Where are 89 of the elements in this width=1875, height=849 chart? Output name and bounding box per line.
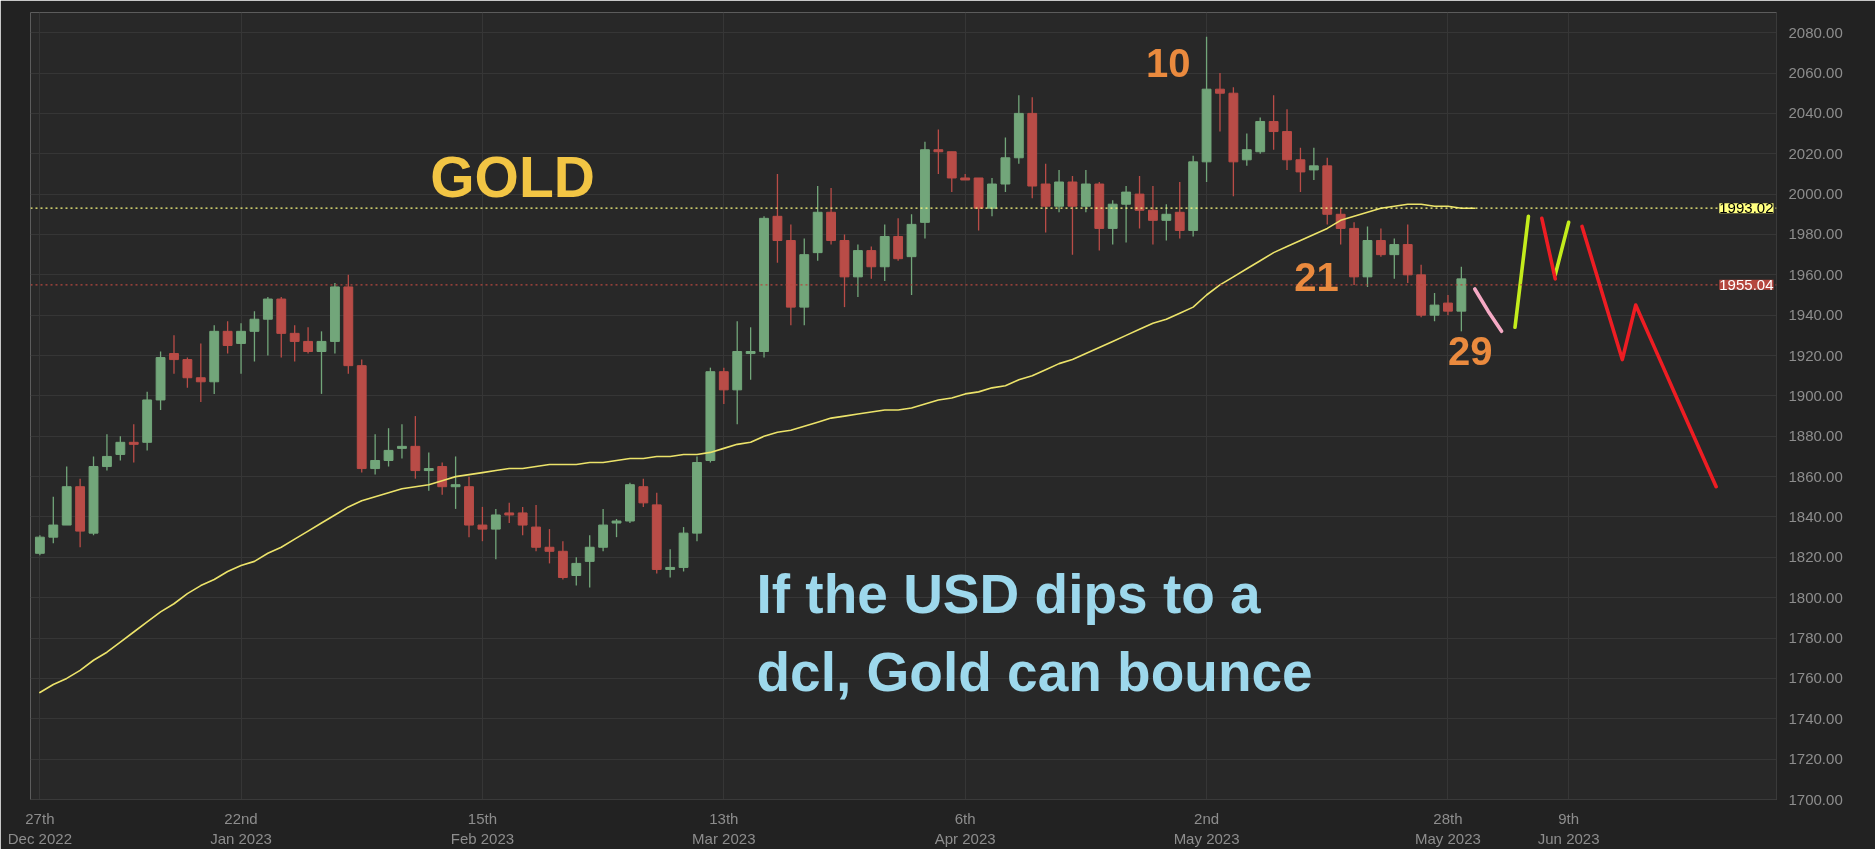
annotation: 29 bbox=[1448, 328, 1493, 373]
candlestick bbox=[102, 433, 112, 472]
y-tick-label: 1820.00 bbox=[1788, 548, 1843, 566]
candlestick bbox=[477, 506, 488, 542]
candlestick bbox=[128, 423, 139, 464]
candlestick bbox=[1268, 94, 1279, 151]
candlestick bbox=[236, 322, 246, 375]
ref-line-label: 1955.04 bbox=[1719, 275, 1774, 293]
candlestick bbox=[1174, 181, 1185, 240]
y-tick-label: 1740.00 bbox=[1788, 709, 1843, 727]
y-tick-label: 1800.00 bbox=[1788, 588, 1843, 606]
candlestick bbox=[1443, 294, 1453, 316]
candlestick bbox=[598, 508, 609, 552]
y-tick-label: 2020.00 bbox=[1788, 144, 1843, 162]
candlestick bbox=[370, 433, 381, 476]
candlestick bbox=[48, 496, 59, 544]
candlestick bbox=[1148, 185, 1158, 246]
x-tick-label: 6th Apr 2023 bbox=[934, 809, 996, 847]
candlestick bbox=[490, 508, 501, 561]
candlestick bbox=[1121, 185, 1132, 244]
candlestick bbox=[1241, 132, 1252, 167]
candlestick bbox=[1161, 203, 1172, 242]
candlestick bbox=[450, 455, 461, 510]
y-tick-label: 1920.00 bbox=[1788, 346, 1843, 364]
candlestick bbox=[34, 534, 45, 556]
candlestick bbox=[383, 427, 394, 468]
candlestick bbox=[1134, 175, 1145, 230]
candlestick bbox=[1215, 72, 1225, 133]
candlestick bbox=[933, 128, 944, 175]
candlestick bbox=[1295, 147, 1306, 193]
ref-line-label: 1993.02 bbox=[1719, 199, 1774, 217]
candlestick bbox=[1080, 169, 1091, 213]
candlestick bbox=[289, 324, 300, 363]
y-tick-label: 1900.00 bbox=[1788, 386, 1843, 404]
candlestick bbox=[397, 423, 407, 460]
candlestick bbox=[1389, 237, 1400, 280]
candlestick bbox=[303, 326, 314, 355]
candlestick bbox=[1429, 292, 1440, 322]
candlestick bbox=[745, 326, 756, 381]
annotation: 21 bbox=[1294, 255, 1339, 300]
candlestick bbox=[182, 356, 193, 389]
y-tick-label: 1780.00 bbox=[1788, 629, 1843, 647]
annotation: If the USD dips to a dcl, Gold can bounce bbox=[756, 562, 1313, 703]
candlestick bbox=[504, 502, 515, 524]
candlestick bbox=[423, 451, 434, 492]
candlestick bbox=[262, 296, 273, 357]
y-tick-label: 1840.00 bbox=[1788, 507, 1843, 525]
y-tick-label: 1700.00 bbox=[1788, 790, 1843, 808]
candlestick bbox=[571, 556, 582, 587]
candlestick bbox=[169, 334, 179, 375]
candlestick bbox=[718, 367, 729, 405]
y-tick-label: 1980.00 bbox=[1788, 225, 1843, 243]
candlestick bbox=[893, 217, 904, 262]
candlestick bbox=[1375, 227, 1386, 258]
candlestick bbox=[249, 310, 260, 363]
x-tick-label: 9th Jun 2023 bbox=[1537, 809, 1600, 847]
x-tick-label: 15th Feb 2023 bbox=[450, 809, 515, 847]
candlestick bbox=[316, 330, 327, 395]
y-tick-label: 1760.00 bbox=[1788, 669, 1843, 687]
x-tick-label: 22nd Jan 2023 bbox=[210, 809, 272, 847]
x-tick-label: 27th Dec 2022 bbox=[7, 809, 72, 847]
candlestick bbox=[437, 461, 448, 496]
y-tick-label: 2080.00 bbox=[1788, 23, 1843, 41]
candlestick bbox=[544, 528, 555, 565]
candlestick bbox=[517, 506, 528, 536]
y-tick-label: 2000.00 bbox=[1788, 185, 1843, 203]
x-tick-label: 2nd May 2023 bbox=[1173, 809, 1240, 847]
annotation: 10 bbox=[1145, 41, 1191, 86]
x-tick-label: 13th Mar 2023 bbox=[692, 809, 756, 847]
candlestick bbox=[638, 478, 649, 508]
text: GOLD bbox=[430, 144, 595, 209]
candlestick bbox=[1308, 147, 1319, 181]
y-tick-label: 1880.00 bbox=[1788, 427, 1843, 445]
candlestick bbox=[195, 342, 206, 403]
y-tick-label: 2040.00 bbox=[1788, 104, 1843, 122]
y-tick-label: 1860.00 bbox=[1788, 467, 1843, 485]
candlestick bbox=[665, 548, 676, 579]
y-tick-label: 1720.00 bbox=[1788, 750, 1843, 768]
candlestick bbox=[115, 435, 126, 462]
candlestick bbox=[866, 245, 877, 280]
candlestick bbox=[222, 320, 233, 355]
candlestick bbox=[1040, 163, 1051, 234]
candlestick bbox=[584, 534, 595, 589]
y-tick-label: 1960.00 bbox=[1788, 265, 1843, 283]
candlestick bbox=[611, 518, 622, 538]
y-tick-label: 2060.00 bbox=[1788, 64, 1843, 82]
candlestick bbox=[531, 504, 541, 552]
y-tick-label: 1940.00 bbox=[1788, 306, 1843, 324]
x-tick-label: 28th May 2023 bbox=[1415, 809, 1481, 847]
